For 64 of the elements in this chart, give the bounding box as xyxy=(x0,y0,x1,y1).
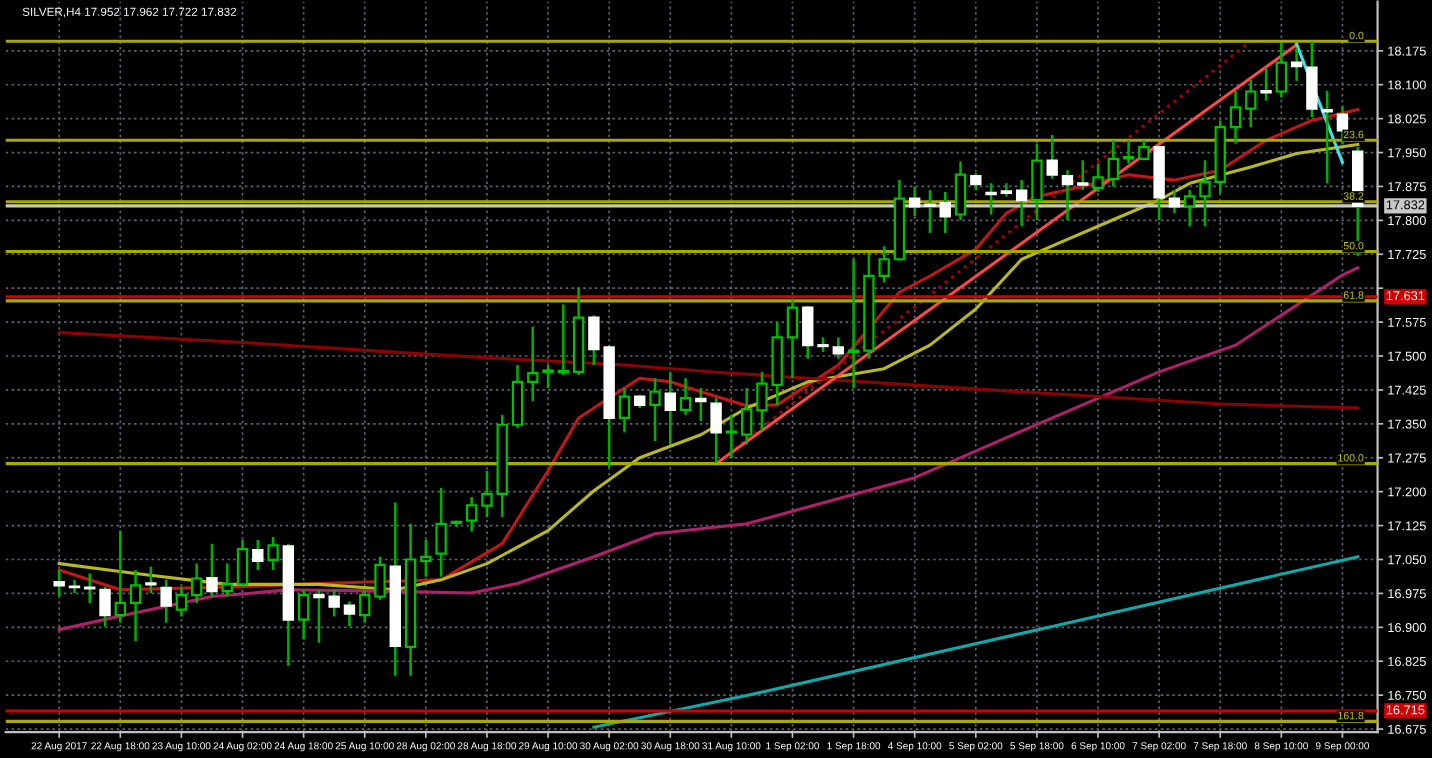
candlestick xyxy=(343,600,356,628)
candlestick xyxy=(1061,168,1074,222)
candlestick xyxy=(649,376,661,443)
candlestick xyxy=(985,182,997,216)
candlestick xyxy=(435,486,447,578)
candlestick xyxy=(1229,89,1242,145)
candlestick xyxy=(1092,162,1104,194)
line-series xyxy=(57,266,1360,632)
candlestick xyxy=(832,336,845,360)
candlestick xyxy=(1183,188,1196,228)
candlestick xyxy=(924,188,936,235)
candlestick xyxy=(1275,41,1288,99)
candlestick xyxy=(206,542,218,598)
candlestick xyxy=(740,386,753,446)
candlestick xyxy=(1107,139,1119,188)
candlestick xyxy=(802,304,814,360)
candlestick xyxy=(1290,46,1303,83)
candlestick xyxy=(84,572,96,605)
candlestick xyxy=(1122,139,1135,165)
candlestick xyxy=(374,555,386,601)
candlestick xyxy=(221,562,233,598)
candlestick xyxy=(1168,188,1181,215)
candlestick xyxy=(297,588,310,641)
candlestick xyxy=(909,185,921,218)
candlestick xyxy=(1199,158,1211,228)
candlestick xyxy=(771,320,783,407)
candlestick xyxy=(664,370,676,446)
line-series xyxy=(592,555,1360,729)
candlestick xyxy=(542,363,554,390)
candlestick xyxy=(511,363,524,430)
candlestick xyxy=(236,538,249,588)
candlestick xyxy=(847,258,860,390)
candlestick xyxy=(939,190,951,235)
candlestick xyxy=(267,535,279,572)
candlestick xyxy=(465,495,478,533)
candlestick xyxy=(99,585,111,628)
candlestick xyxy=(129,568,142,643)
candlestick xyxy=(359,588,371,625)
candlestick xyxy=(527,325,539,403)
candlestick xyxy=(695,386,707,423)
candlestick xyxy=(1031,142,1043,222)
candlestick xyxy=(420,538,432,578)
candlestick xyxy=(114,529,126,625)
candlestick xyxy=(618,386,631,434)
candlestick xyxy=(481,469,493,519)
candlestick xyxy=(145,565,157,595)
candlestick xyxy=(1260,66,1272,102)
candlestick xyxy=(252,538,264,572)
candlestick xyxy=(679,376,692,417)
candlestick xyxy=(786,297,799,380)
candlestick xyxy=(1015,178,1028,228)
candlestick xyxy=(190,562,203,605)
candlestick xyxy=(1046,133,1058,181)
candlestick xyxy=(756,370,768,433)
candlestick xyxy=(954,160,967,222)
candlestick xyxy=(175,585,188,618)
candlestick xyxy=(725,413,738,460)
candlestick xyxy=(710,396,722,464)
line-series xyxy=(57,330,1360,410)
candlestick xyxy=(1077,158,1089,192)
candlestick xyxy=(53,568,65,598)
candlestick xyxy=(557,303,570,377)
candlestick xyxy=(1245,78,1257,129)
candlestick xyxy=(160,578,172,625)
